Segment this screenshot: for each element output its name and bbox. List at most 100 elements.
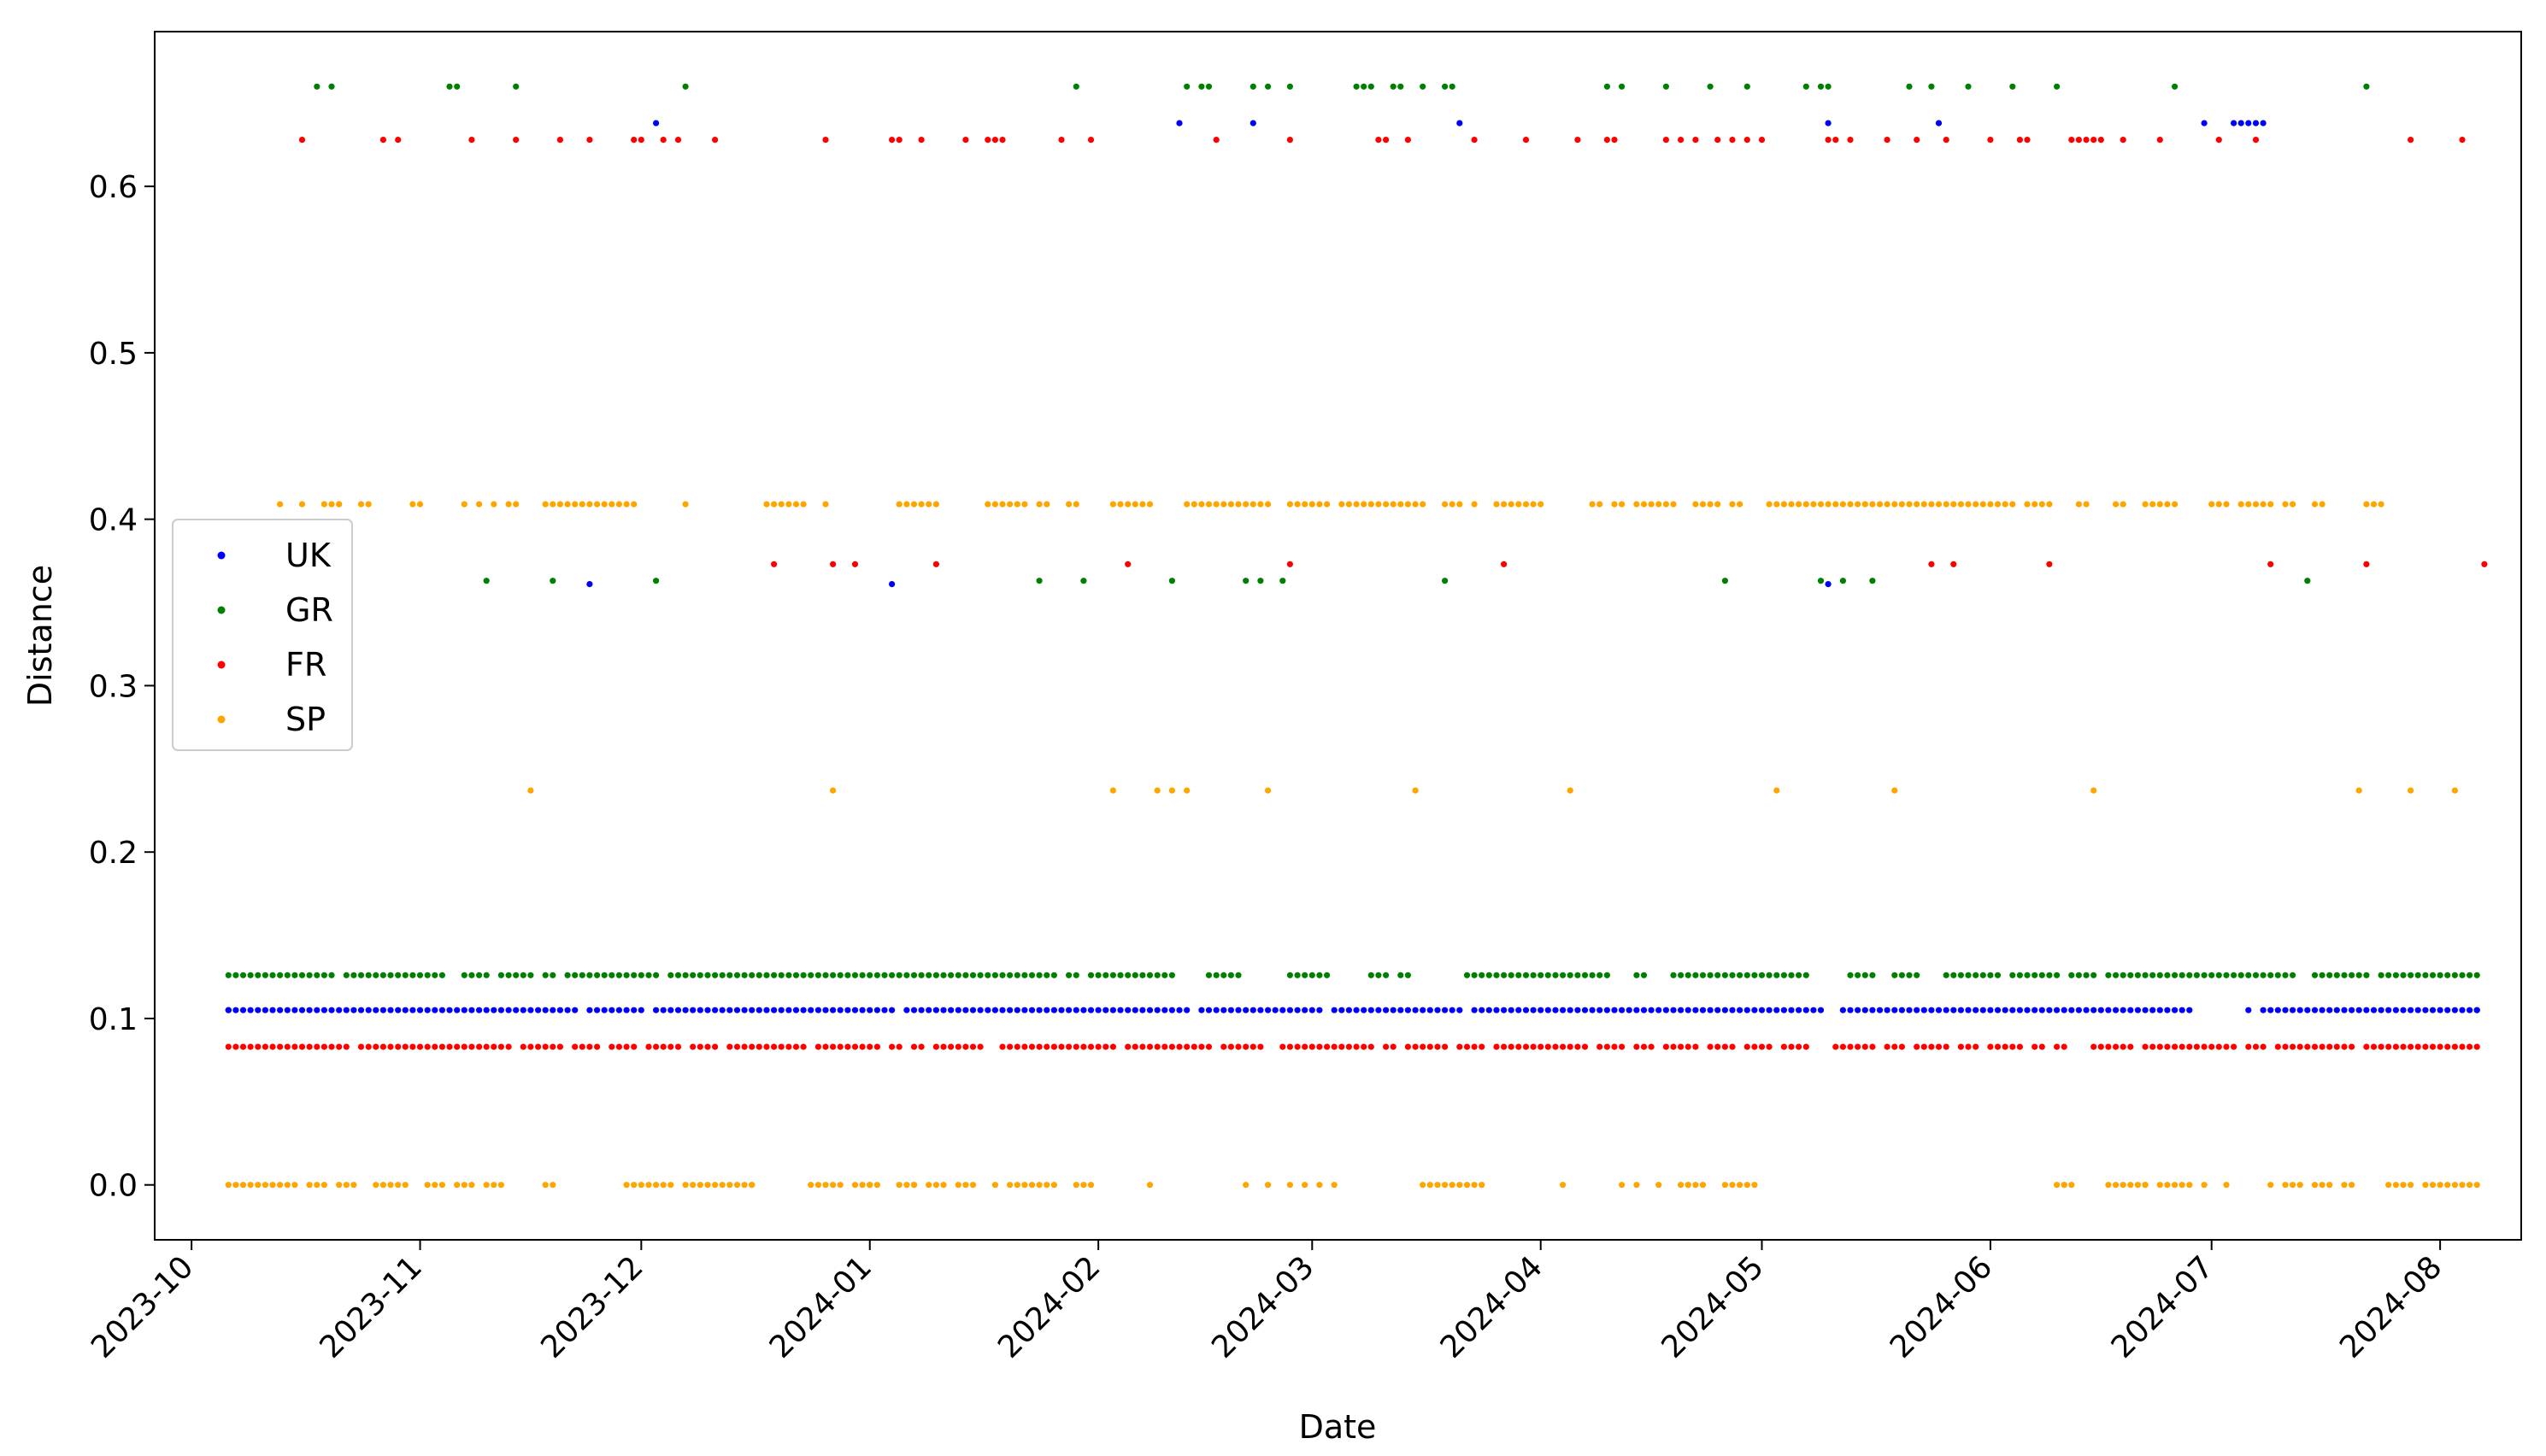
data-point-uk <box>623 1007 630 1013</box>
data-point-uk <box>2319 1007 2326 1013</box>
data-point-sp <box>808 1182 814 1189</box>
legend: UK GR FR SP <box>172 519 353 751</box>
data-point-uk <box>926 1007 932 1013</box>
y-tick-label: 0.3 <box>89 669 138 704</box>
data-point-fr <box>1125 561 1132 567</box>
data-point-uk <box>298 1007 306 1013</box>
data-point-fr <box>1611 137 1618 144</box>
data-point-sp <box>277 1182 284 1189</box>
data-point-fr <box>1191 1043 1197 1050</box>
data-point-sp <box>1014 1182 1020 1189</box>
data-point-uk <box>1869 1007 1876 1013</box>
data-point-fr <box>910 1043 918 1050</box>
data-point-fr <box>1729 137 1736 144</box>
data-point-fr <box>999 1043 1006 1050</box>
data-point-sp <box>232 1182 239 1189</box>
data-point-fr <box>1928 1043 1935 1050</box>
data-point-sp <box>792 501 800 508</box>
data-point-fr <box>1479 1043 1485 1050</box>
data-point-sp <box>1184 501 1191 508</box>
data-point-gr <box>2319 972 2326 978</box>
data-point-gr <box>1847 972 1854 978</box>
data-point-sp <box>623 1182 630 1189</box>
data-point-gr <box>1139 972 1146 978</box>
data-point-sp <box>550 1182 556 1189</box>
data-point-fr <box>556 1043 564 1050</box>
data-point-sp <box>1146 501 1154 508</box>
data-point-gr <box>1397 972 1404 978</box>
data-point-gr <box>808 972 814 978</box>
data-point-sp <box>1412 501 1419 508</box>
data-point-fr <box>1596 1043 1603 1050</box>
data-point-gr <box>814 972 822 978</box>
data-point-gr <box>320 972 327 978</box>
data-point-uk <box>903 1007 910 1013</box>
data-point-gr <box>2414 972 2421 978</box>
data-point-gr <box>1302 972 1308 978</box>
data-point-sp <box>1184 787 1191 794</box>
data-point-fr <box>918 137 925 144</box>
data-point-uk <box>1367 1007 1374 1013</box>
data-point-uk <box>586 581 593 588</box>
data-point-sp <box>2385 1182 2392 1189</box>
data-point-fr <box>1050 1043 1057 1050</box>
data-point-gr <box>432 972 438 978</box>
data-point-fr <box>520 1043 526 1050</box>
data-point-gr <box>1479 972 1485 978</box>
data-point-uk <box>1331 1007 1338 1013</box>
data-point-uk <box>2061 1007 2067 1013</box>
data-point-gr <box>550 578 556 584</box>
data-point-sp <box>277 501 284 508</box>
data-point-gr <box>1257 578 1264 584</box>
data-point-sp <box>1662 501 1669 508</box>
data-point-fr <box>1766 1043 1773 1050</box>
data-point-uk <box>2282 1007 2289 1013</box>
data-point-gr <box>2429 972 2437 978</box>
data-point-sp <box>1891 501 1898 508</box>
data-point-uk <box>416 1007 424 1013</box>
data-point-uk <box>999 1007 1006 1013</box>
data-point-fr <box>1146 1043 1154 1050</box>
data-point-uk <box>1361 1007 1367 1013</box>
data-point-uk <box>2400 1007 2407 1013</box>
data-point-fr <box>1508 1043 1514 1050</box>
data-point-fr <box>873 1043 880 1050</box>
data-point-gr <box>350 972 357 978</box>
data-point-fr <box>2179 1043 2185 1050</box>
data-point-uk <box>830 1007 837 1013</box>
data-point-sp <box>2164 501 2171 508</box>
data-point-gr <box>1471 972 1478 978</box>
data-point-gr <box>1036 972 1043 978</box>
data-point-gr <box>719 972 726 978</box>
data-point-uk <box>328 1007 335 1013</box>
data-point-fr <box>1375 137 1382 144</box>
data-point-sp <box>1530 501 1537 508</box>
data-point-gr <box>255 972 262 978</box>
data-point-uk <box>962 1007 969 1013</box>
data-point-uk <box>2142 1007 2149 1013</box>
data-point-fr <box>1832 137 1839 144</box>
data-point-gr <box>2444 972 2451 978</box>
data-point-fr <box>2097 1043 2104 1050</box>
data-point-gr <box>1817 578 1825 584</box>
data-point-gr <box>579 972 585 978</box>
y-axis: 0.0 0.1 0.2 0.3 0.4 0.5 0.6 <box>89 170 155 1204</box>
data-point-uk <box>409 1007 416 1013</box>
data-point-sp <box>1729 501 1736 508</box>
data-point-uk <box>1353 1007 1360 1013</box>
data-point-gr <box>1751 972 1758 978</box>
data-point-gr <box>1869 578 1876 584</box>
data-point-uk <box>1272 1007 1279 1013</box>
data-point-uk <box>2237 120 2244 126</box>
data-point-uk <box>262 1007 268 1013</box>
data-point-uk <box>1198 1007 1205 1013</box>
data-point-sp <box>697 1182 703 1189</box>
data-point-uk <box>1102 1007 1109 1013</box>
data-point-uk <box>1434 1007 1441 1013</box>
data-point-uk <box>2120 1007 2126 1013</box>
data-point-gr <box>1316 972 1323 978</box>
data-point-fr <box>550 1043 556 1050</box>
data-point-fr <box>704 1043 711 1050</box>
data-point-gr <box>903 972 910 978</box>
data-point-sp <box>1109 787 1116 794</box>
